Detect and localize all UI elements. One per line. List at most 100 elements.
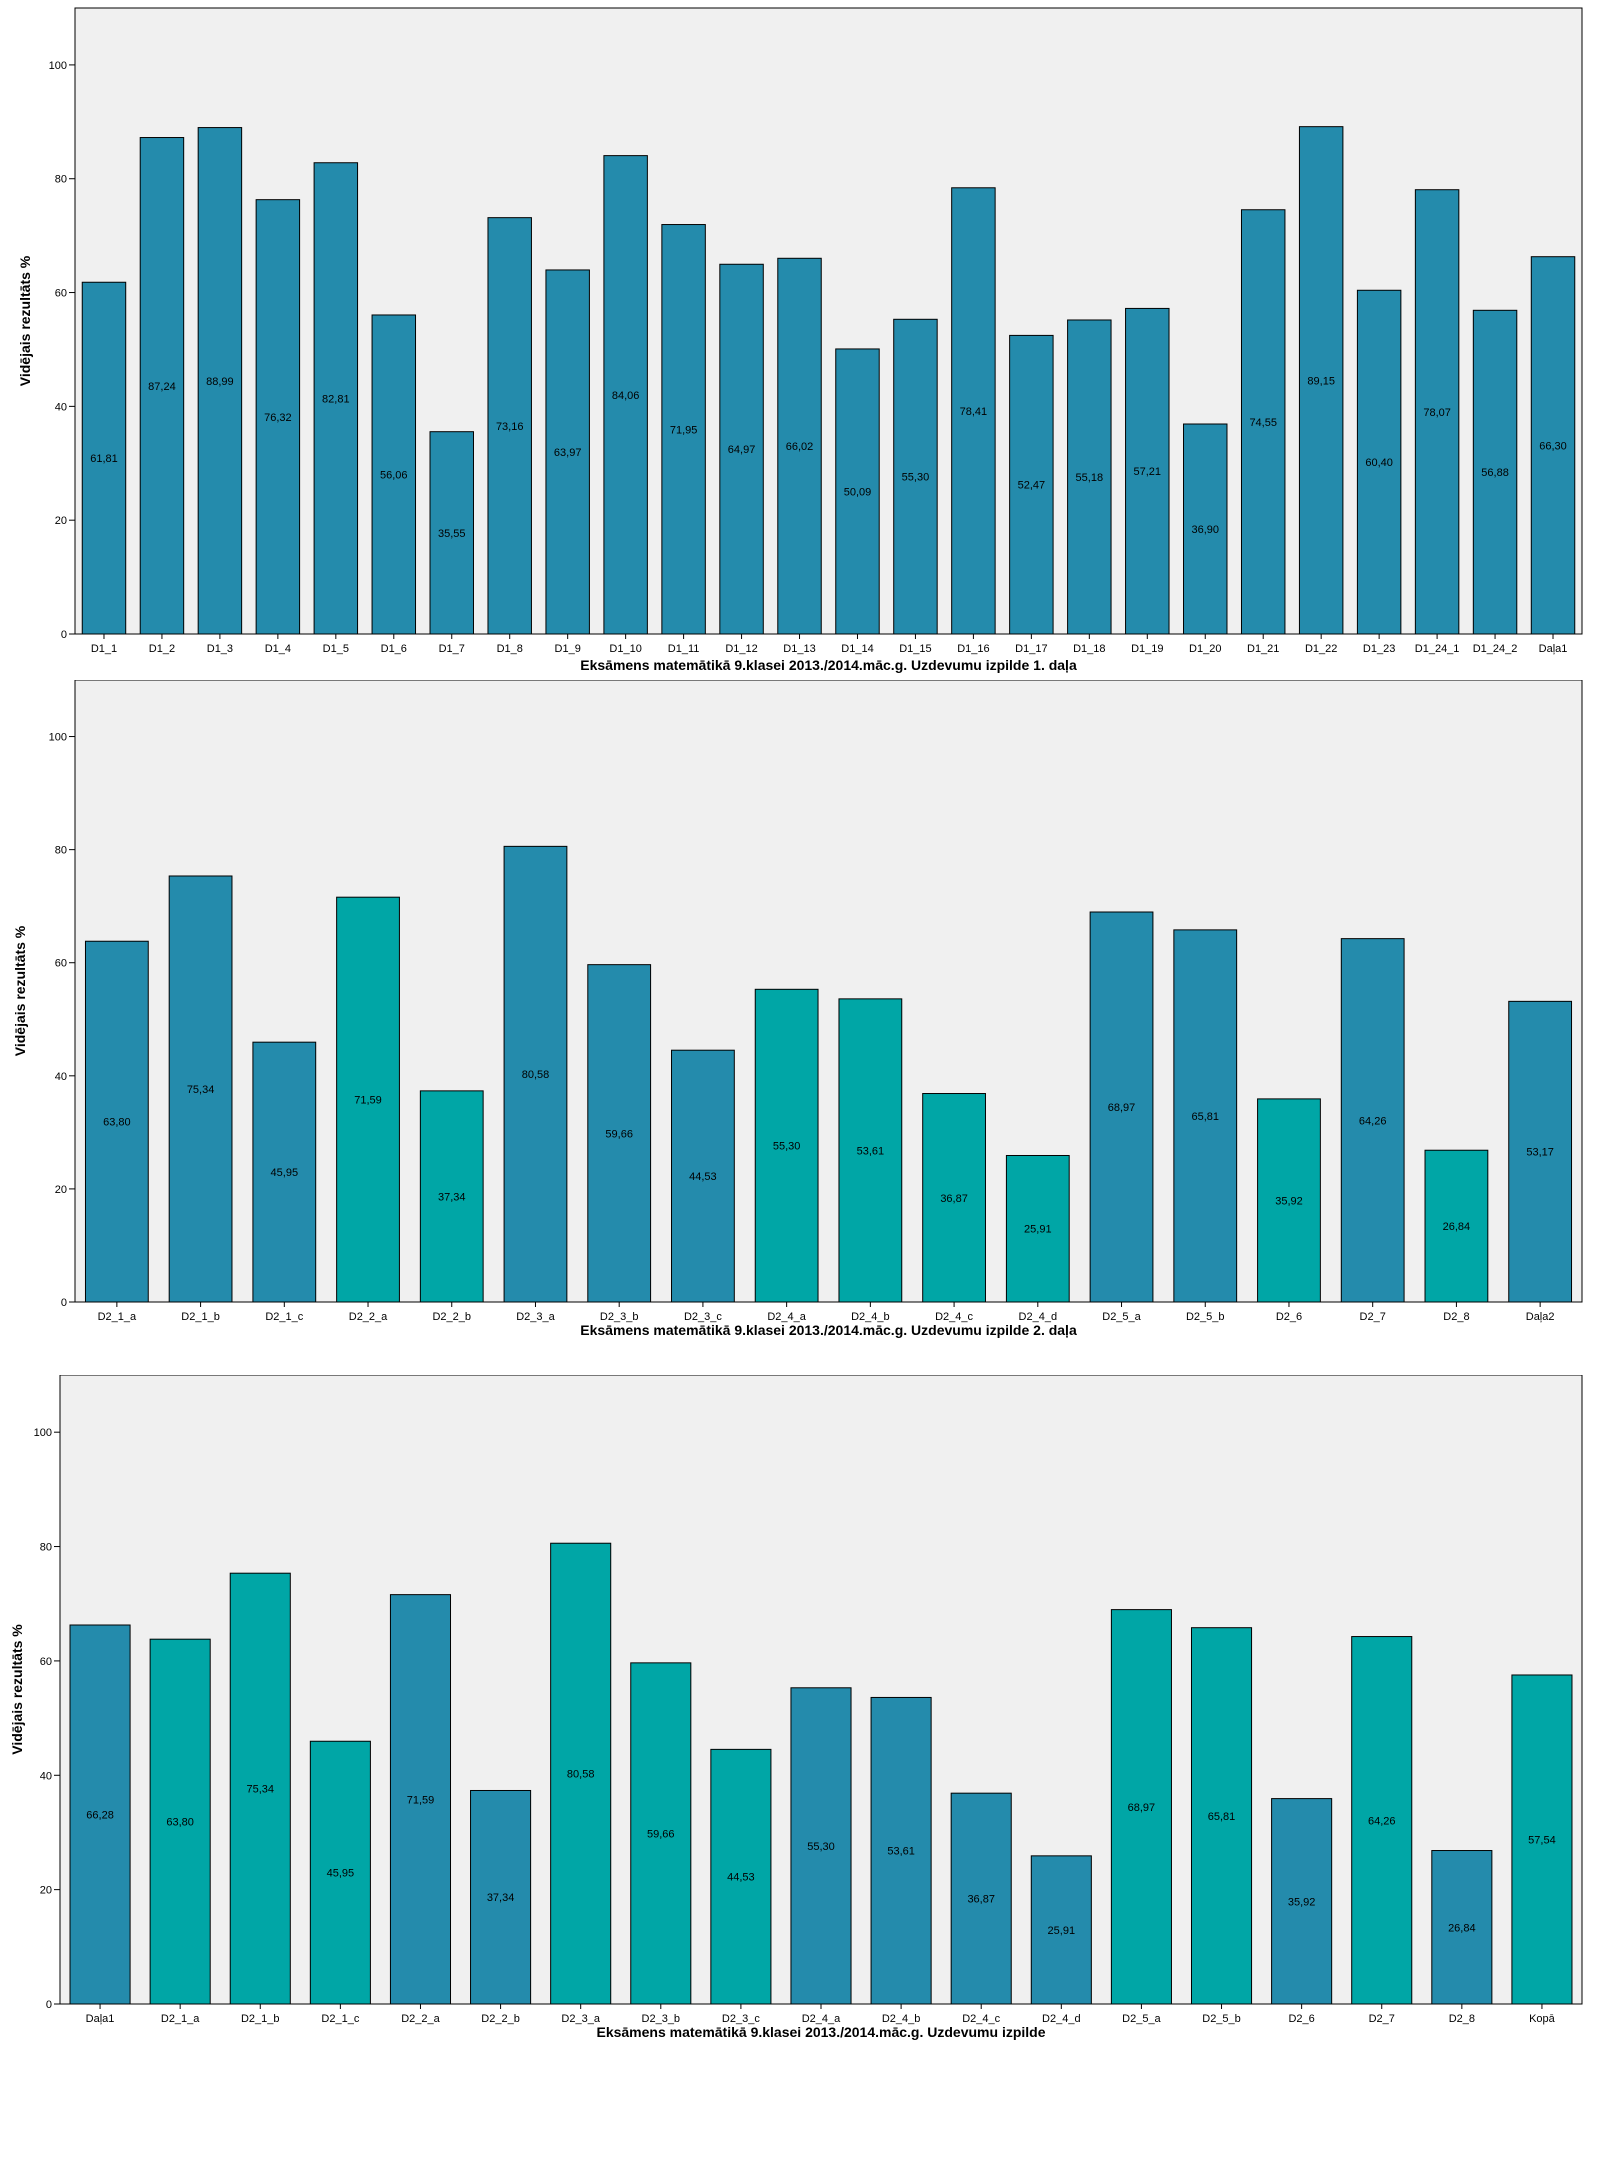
data-label: 63,80 xyxy=(103,1117,131,1129)
data-label: 56,06 xyxy=(380,469,408,481)
x-tick-label: D2_1_b xyxy=(241,2013,280,2025)
y-tick-label: 80 xyxy=(55,174,67,186)
plot-area xyxy=(74,680,1583,1303)
data-label: 80,58 xyxy=(567,1769,595,1781)
data-label: 88,99 xyxy=(206,376,234,388)
data-label: 82,81 xyxy=(322,393,350,405)
data-label: 37,34 xyxy=(487,1892,515,1904)
data-label: 45,95 xyxy=(327,1868,355,1880)
data-label: 26,84 xyxy=(1443,1221,1471,1233)
x-tick-label: D2_4_b xyxy=(882,2013,921,2025)
bar xyxy=(671,1049,735,1303)
bar xyxy=(336,896,400,1303)
data-label: 87,24 xyxy=(148,381,176,393)
x-tick-label: D2_6 xyxy=(1288,2013,1314,2025)
x-tick-label: Daļa1 xyxy=(1539,643,1568,655)
x-tick-label: D2_2_b xyxy=(481,2013,520,2025)
y-tick-label: 100 xyxy=(34,1427,52,1439)
x-tick-label: D1_1 xyxy=(91,643,117,655)
data-label: 71,59 xyxy=(407,1794,435,1806)
data-label: 80,58 xyxy=(522,1069,550,1081)
data-label: 66,30 xyxy=(1539,440,1567,452)
data-label: 45,95 xyxy=(271,1167,299,1179)
bar xyxy=(1511,1674,1573,2005)
bar xyxy=(710,1748,772,2005)
x-tick-label: D2_4_a xyxy=(767,1311,806,1323)
data-label: 50,09 xyxy=(844,486,872,498)
bar xyxy=(777,257,822,635)
x-tick-label: D1_16 xyxy=(957,643,989,655)
x-tick-label: D2_2_b xyxy=(432,1311,471,1323)
bar xyxy=(1351,1636,1413,2005)
y-axis-title: Vidējais rezultāts % xyxy=(12,925,28,1056)
bar xyxy=(893,318,938,635)
x-tick-label: D1_12 xyxy=(725,643,757,655)
bar xyxy=(168,875,233,1303)
bar xyxy=(313,162,359,635)
data-label: 57,54 xyxy=(1528,1834,1556,1846)
bar xyxy=(197,127,243,635)
bar xyxy=(950,1792,1012,2005)
bar xyxy=(1030,1855,1092,2005)
data-label: 84,06 xyxy=(612,390,640,402)
x-tick-label: D2_2_a xyxy=(349,1311,388,1323)
y-tick-label: 0 xyxy=(61,1297,67,1309)
bar xyxy=(149,1638,211,2005)
bar xyxy=(1009,334,1054,635)
bar xyxy=(470,1789,532,2005)
x-tick-label: D2_3_c xyxy=(722,2013,760,2025)
data-label: 75,34 xyxy=(187,1084,215,1096)
x-tick-label: D1_3 xyxy=(207,643,233,655)
data-label: 44,53 xyxy=(689,1171,717,1183)
y-tick-label: 100 xyxy=(49,60,67,72)
bar xyxy=(1183,423,1228,635)
data-label: 59,66 xyxy=(647,1828,675,1840)
data-label: 59,66 xyxy=(605,1128,633,1140)
data-label: 75,34 xyxy=(246,1784,274,1796)
data-label: 44,53 xyxy=(727,1872,755,1884)
x-tick-label: D2_5_a xyxy=(1102,1311,1141,1323)
data-label: 53,61 xyxy=(887,1846,915,1858)
y-tick-label: 60 xyxy=(40,1656,52,1668)
data-label: 73,16 xyxy=(496,421,524,433)
x-tick-label: D2_3_b xyxy=(600,1311,639,1323)
bar xyxy=(838,998,903,1303)
data-label: 36,87 xyxy=(967,1894,995,1906)
x-tick-label: D1_15 xyxy=(899,643,931,655)
bar xyxy=(1067,319,1112,635)
x-tick-label: D1_17 xyxy=(1015,643,1047,655)
bar xyxy=(545,269,590,635)
x-tick-label: D1_11 xyxy=(668,643,700,655)
x-tick-label: D1_24_1 xyxy=(1415,643,1460,655)
x-tick-label: D2_4_c xyxy=(935,1311,973,1323)
bar xyxy=(1356,289,1402,635)
data-label: 71,95 xyxy=(670,424,698,436)
bar xyxy=(139,137,185,635)
x-tick-label: D2_2_a xyxy=(401,2013,440,2025)
x-tick-label: Kopā xyxy=(1529,2013,1556,2025)
x-tick-label: D1_9 xyxy=(555,643,581,655)
data-label: 65,81 xyxy=(1191,1111,1219,1123)
y-axis-title: Vidējais rezultāts % xyxy=(17,255,33,386)
y-tick-label: 100 xyxy=(49,732,67,744)
bar xyxy=(429,431,474,635)
x-tick-label: D2_7 xyxy=(1369,2013,1395,2025)
bar xyxy=(790,1687,852,2005)
bar xyxy=(1472,309,1518,635)
bar xyxy=(587,964,652,1303)
data-label: 25,91 xyxy=(1048,1925,1076,1937)
data-label: 35,92 xyxy=(1288,1896,1316,1908)
data-label: 53,61 xyxy=(857,1145,885,1157)
data-label: 35,55 xyxy=(438,528,466,540)
bar xyxy=(69,1624,131,2005)
x-tick-label: D2_6 xyxy=(1276,1311,1302,1323)
y-tick-label: 20 xyxy=(55,515,67,527)
x-tick-label: D1_14 xyxy=(841,643,873,655)
data-label: 68,97 xyxy=(1108,1102,1136,1114)
x-tick-label: D1_23 xyxy=(1363,643,1395,655)
data-label: 64,97 xyxy=(728,444,756,456)
y-tick-label: 40 xyxy=(55,401,67,413)
data-label: 52,47 xyxy=(1018,480,1046,492)
data-label: 66,28 xyxy=(86,1809,114,1821)
bar xyxy=(1271,1798,1333,2005)
